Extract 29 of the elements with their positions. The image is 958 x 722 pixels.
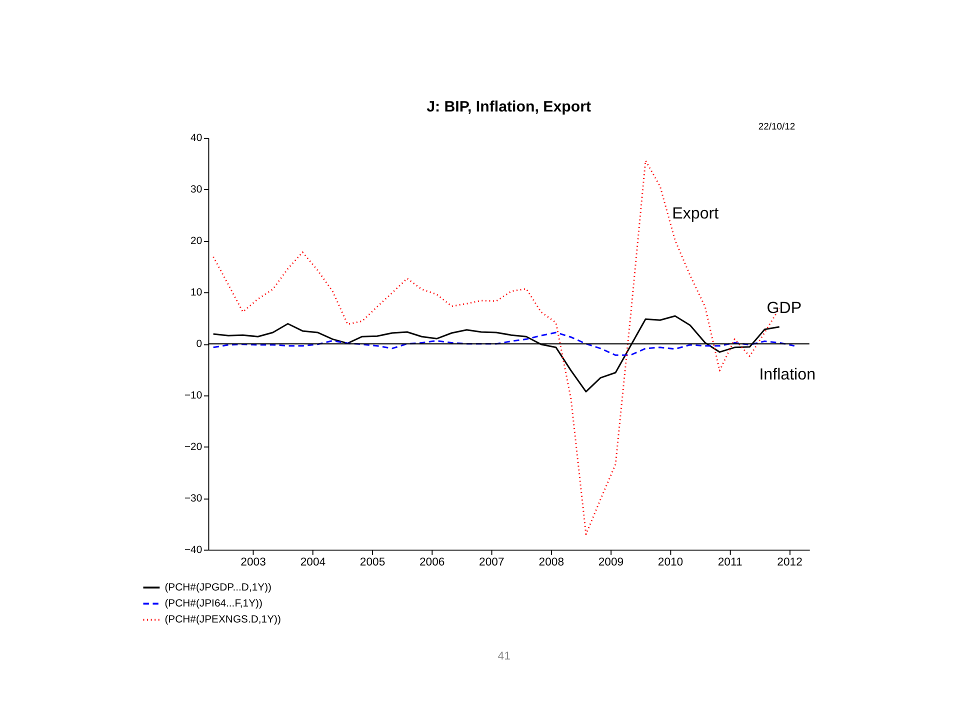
annotation: GDP xyxy=(766,299,802,318)
x-tick-label: 2003 xyxy=(240,556,266,568)
y-tick-label: −10 xyxy=(184,390,202,402)
x-tick-label: 2006 xyxy=(419,556,445,568)
x-tick-label: 2005 xyxy=(360,556,386,568)
text: 22/10/12 xyxy=(758,121,796,132)
x-tick-label: 2010 xyxy=(658,556,684,568)
x-tick-label: 2007 xyxy=(479,556,504,568)
y-tick-label: 40 xyxy=(190,133,202,144)
x-tick-label: 2009 xyxy=(598,556,624,568)
x-tick-label: 2011 xyxy=(718,556,742,568)
x-tick-label: 2004 xyxy=(300,556,326,568)
legend-label: (PCH#(JPGDP...D,1Y)) xyxy=(164,582,272,594)
legend-label: (PCH#(JPEXNGS.D,1Y)) xyxy=(164,614,281,626)
annotation: Export xyxy=(672,204,720,222)
text: 41 xyxy=(498,650,510,663)
y-tick-label: −20 xyxy=(184,442,202,454)
y-tick-label: −40 xyxy=(184,545,202,556)
y-tick-label: 10 xyxy=(190,288,202,299)
y-tick-label: 0 xyxy=(196,339,202,350)
chart-title: J: BIP, Inflation, Export xyxy=(426,98,592,116)
line-series xyxy=(212,332,796,356)
x-tick-label: 2012 xyxy=(777,556,802,568)
x-tick-label: 2008 xyxy=(538,556,564,568)
y-tick-label: 20 xyxy=(190,236,202,248)
y-tick-label: 30 xyxy=(190,184,202,196)
annotation: Inflation xyxy=(759,365,816,384)
legend-label: (PCH#(JPI64...F,1Y)) xyxy=(164,598,262,610)
y-tick-label: −30 xyxy=(184,494,202,505)
